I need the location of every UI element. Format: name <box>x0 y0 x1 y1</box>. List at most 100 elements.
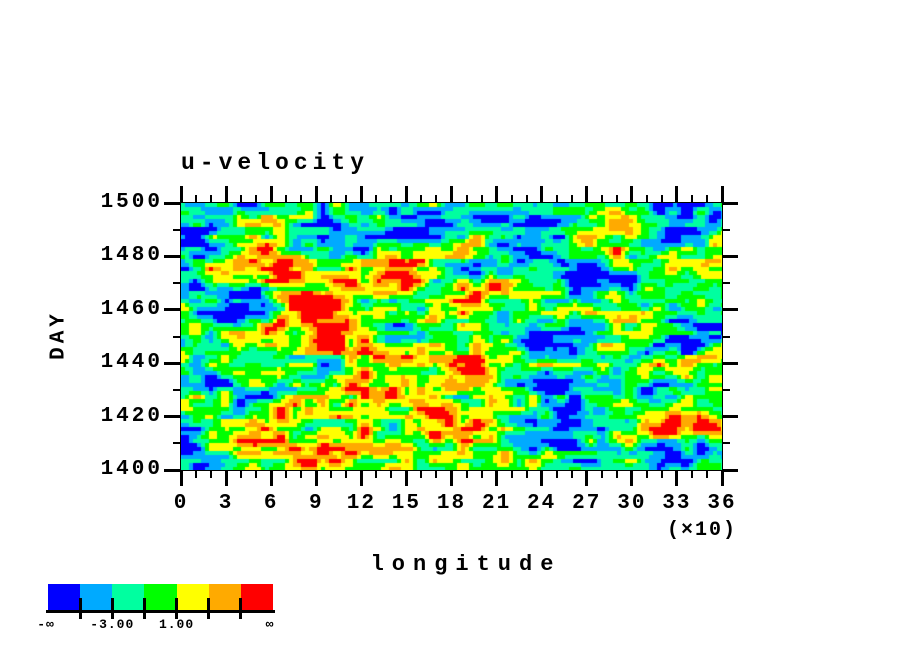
tick-mark <box>255 195 258 203</box>
tick-mark <box>722 308 738 312</box>
tick-mark <box>660 470 663 478</box>
colorbar-tick <box>78 598 82 619</box>
tick-mark <box>164 254 181 258</box>
tick-mark <box>525 195 528 203</box>
tick-mark <box>615 470 618 478</box>
x-tick-label: 33 <box>662 492 692 515</box>
tick-mark <box>224 186 228 203</box>
tick-mark <box>525 470 528 478</box>
tick-mark <box>404 470 408 486</box>
colorbar-tick <box>175 598 179 619</box>
tick-mark <box>465 195 468 203</box>
colorbar-tick-label: -∞ <box>37 617 55 632</box>
tick-mark <box>435 470 438 478</box>
tick-mark <box>285 470 288 478</box>
tick-mark <box>555 470 558 478</box>
tick-mark <box>173 228 181 231</box>
tick-mark <box>510 470 513 478</box>
tick-mark <box>645 195 648 203</box>
tick-mark <box>435 195 438 203</box>
colorbar-segment <box>208 584 241 610</box>
tick-mark <box>585 470 589 486</box>
colorbar-segment <box>48 584 81 610</box>
tick-mark <box>173 335 181 338</box>
x-tick-label: 18 <box>436 492 467 515</box>
colorbar <box>48 584 273 610</box>
tick-mark <box>375 470 378 478</box>
y-tick-label: 1400 <box>100 458 163 481</box>
tick-mark <box>722 468 738 472</box>
colorbar-tick <box>207 598 211 619</box>
tick-mark <box>722 335 730 338</box>
x-tick-label: 0 <box>173 492 189 515</box>
tick-mark <box>300 195 303 203</box>
colorbar-tick-label: 1.00 <box>158 617 195 632</box>
x-tick-label: 6 <box>263 492 279 515</box>
tick-mark <box>359 186 363 203</box>
tick-mark <box>240 195 243 203</box>
tick-mark <box>285 195 288 203</box>
x-tick-label: 24 <box>527 492 557 515</box>
x-tick-label: 21 <box>481 492 512 515</box>
tick-mark <box>570 470 573 478</box>
tick-mark <box>195 470 198 478</box>
tick-mark <box>510 195 513 203</box>
heatmap-canvas <box>181 203 722 470</box>
x-tick-label: 12 <box>346 492 376 515</box>
tick-mark <box>420 195 423 203</box>
tick-mark <box>314 470 318 486</box>
tick-mark <box>179 470 183 486</box>
tick-mark <box>345 470 348 478</box>
colorbar-segment <box>144 584 177 610</box>
tick-mark <box>720 470 724 486</box>
tick-mark <box>164 308 181 312</box>
tick-mark <box>540 470 544 486</box>
tick-mark <box>210 470 213 478</box>
tick-mark <box>359 470 363 486</box>
x-axis-title: longitude <box>370 552 562 577</box>
tick-mark <box>630 470 634 486</box>
tick-mark <box>660 195 663 203</box>
x-tick-label: 15 <box>391 492 422 515</box>
tick-mark <box>722 442 730 445</box>
tick-mark <box>179 186 183 203</box>
colorbar-segment <box>80 584 113 610</box>
colorbar-tick <box>142 598 146 619</box>
tick-mark <box>164 468 181 472</box>
colorbar-baseline <box>46 610 275 613</box>
tick-mark <box>720 186 724 203</box>
tick-mark <box>705 470 708 478</box>
tick-mark <box>722 201 738 205</box>
tick-mark <box>300 470 303 478</box>
tick-mark <box>269 186 273 203</box>
tick-mark <box>390 470 393 478</box>
tick-mark <box>690 195 693 203</box>
tick-mark <box>705 195 708 203</box>
colorbar-segment <box>176 584 209 610</box>
colorbar-segment <box>112 584 145 610</box>
x-tick-label: 3 <box>218 492 234 515</box>
tick-mark <box>164 361 181 365</box>
tick-mark <box>480 195 483 203</box>
tick-mark <box>675 186 679 203</box>
tick-mark <box>314 186 318 203</box>
tick-mark <box>450 470 453 486</box>
tick-mark <box>722 388 730 391</box>
x-tick-label: 9 <box>308 492 324 515</box>
tick-mark <box>390 195 393 203</box>
heatmap-plot-area <box>180 202 723 471</box>
tick-mark <box>722 415 738 419</box>
tick-mark <box>722 361 738 365</box>
x-tick-label: 36 <box>707 492 737 515</box>
tick-mark <box>173 282 181 285</box>
y-tick-label: 1460 <box>100 297 163 321</box>
tick-mark <box>540 186 544 203</box>
tick-mark <box>164 415 181 419</box>
tick-mark <box>173 442 181 445</box>
tick-mark <box>690 470 693 478</box>
chart-title: u-velocity <box>181 150 370 176</box>
tick-mark <box>330 470 333 478</box>
tick-mark <box>675 470 679 486</box>
x-axis-scale-note: (×10) <box>666 519 737 542</box>
colorbar-tick <box>239 598 243 619</box>
